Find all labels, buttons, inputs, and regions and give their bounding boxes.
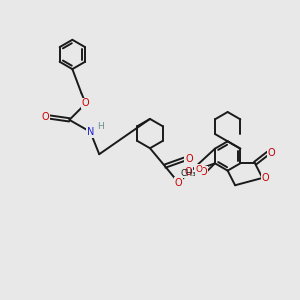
Text: O: O — [195, 165, 202, 174]
Text: O: O — [185, 154, 193, 164]
Text: N: N — [87, 127, 94, 137]
Text: O: O — [262, 173, 269, 183]
Text: O: O — [184, 167, 192, 177]
Text: O: O — [199, 167, 207, 177]
Text: O: O — [268, 148, 275, 158]
Text: H: H — [98, 122, 104, 131]
Text: CH₃: CH₃ — [180, 169, 196, 178]
Text: O: O — [42, 112, 49, 122]
Text: O: O — [175, 178, 182, 188]
Text: O: O — [82, 98, 90, 108]
